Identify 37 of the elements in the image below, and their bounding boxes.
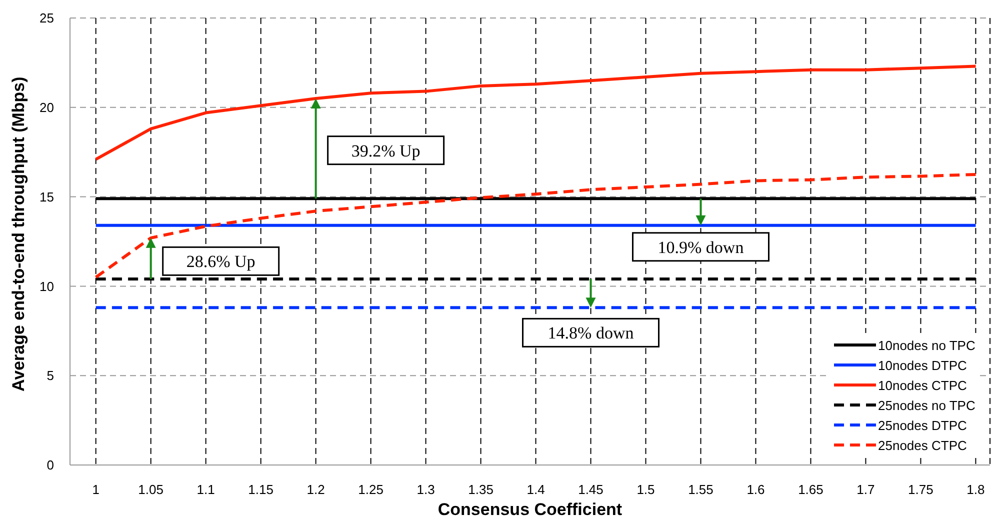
legend-label: 10nodes DTPC (878, 358, 967, 372)
x-tick-label: 1.75 (908, 482, 934, 498)
x-axis-title: Consensus Coefficient (438, 500, 622, 519)
line-series (94, 64, 978, 161)
x-tick-label: 1.35 (468, 482, 494, 498)
x-tick-label: 1.7 (856, 482, 875, 498)
y-tick-label: 20 (40, 100, 54, 116)
x-tick-label: 1.6 (746, 482, 765, 498)
legend-label: 25nodes CTPC (878, 438, 967, 452)
y-tick-label: 10 (40, 278, 54, 294)
legend-label: 10nodes CTPC (878, 378, 967, 392)
x-tick-label: 1.1 (196, 482, 215, 498)
x-tick-label: 1 (92, 482, 100, 498)
x-tick-label: 1.2 (306, 482, 325, 498)
y-axis-title: Average end-to-end throughput (Mbps) (9, 76, 28, 392)
x-tick-label: 1.45 (578, 482, 604, 498)
x-tick-label: 1.25 (358, 482, 384, 498)
x-tick-label: 1.65 (798, 482, 824, 498)
y-tick-label: 5 (46, 368, 54, 384)
x-tick-label: 1.8 (966, 482, 985, 498)
x-tick-label: 1.55 (688, 482, 714, 498)
line-series (94, 172, 978, 279)
x-tick-label: 1.15 (248, 482, 274, 498)
x-tick-label: 1.4 (526, 482, 545, 498)
annotation: 28.6% Up (186, 252, 256, 272)
annotation: 39.2% Up (351, 141, 420, 160)
x-tick-label: 1.05 (138, 482, 164, 498)
annotation: 14.8% down (548, 324, 634, 343)
legend-label: 25nodes no TPC (878, 398, 976, 412)
y-tick-label: 15 (40, 189, 54, 204)
y-tick-label: 0 (46, 458, 54, 473)
y-tick-label: 25 (40, 10, 54, 26)
legend-label: 25nodes DTPC (878, 418, 967, 432)
x-tick-label: 1.3 (416, 482, 435, 498)
x-tick-label: 1.5 (636, 482, 655, 498)
legend-label: 10nodes no TPC (878, 338, 976, 352)
annotation: 10.9% down (658, 238, 744, 257)
